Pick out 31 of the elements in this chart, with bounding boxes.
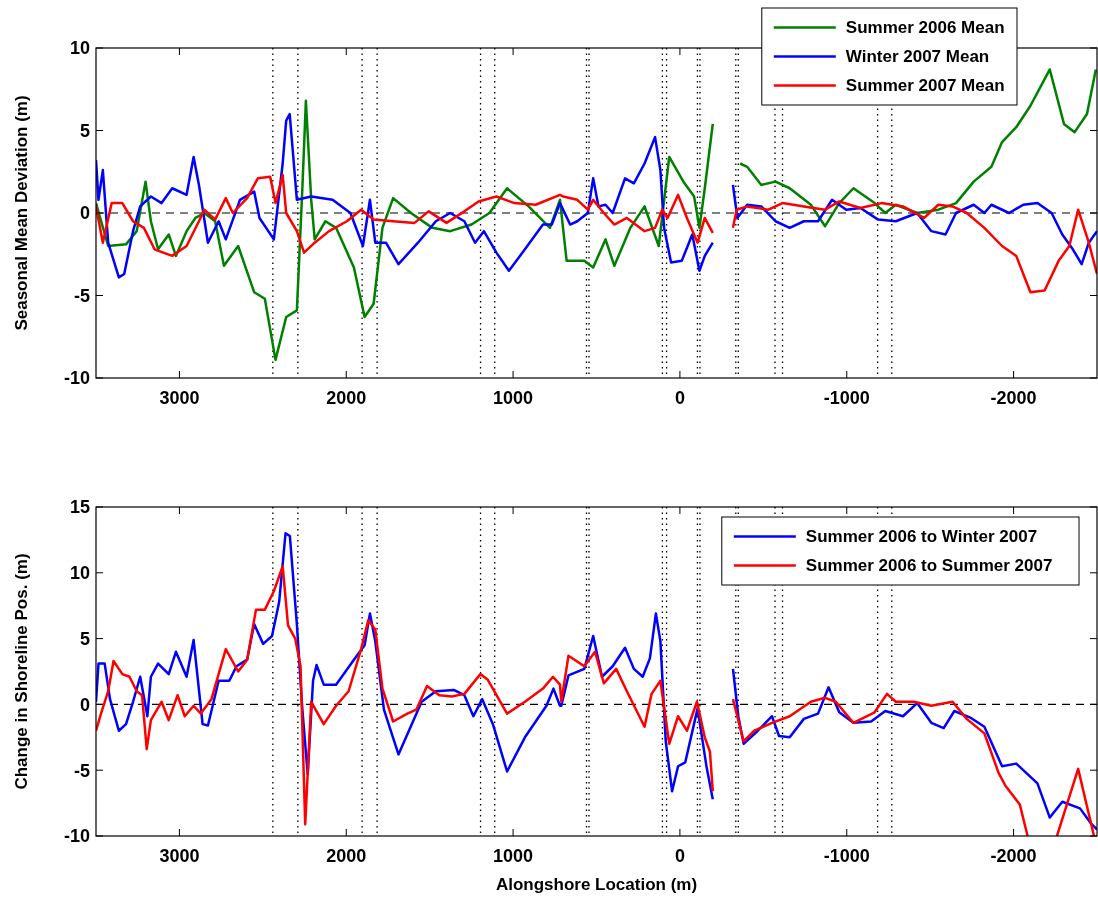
legend-label: Summer 2006 to Summer 2007 [805,556,1053,576]
y-tick-label: -5 [73,760,90,781]
y-tick-label: 10 [69,38,90,59]
x-tick-label: 2000 [326,388,367,408]
y-tick-label: 5 [79,628,90,649]
legend-label: Summer 2006 Mean [845,18,1005,38]
y-axis-title: Change in Shoreline Pos. (m) [12,553,31,790]
x-tick-label: 2000 [326,846,367,866]
x-tick-label: 1000 [493,388,534,408]
y-tick-label: 0 [79,203,90,224]
x-tick-label: -1000 [823,846,870,866]
y-tick-label: -5 [73,285,90,306]
y-axis-title: Seasonal Mean Deviation (m) [12,95,31,331]
x-tick-label: -1000 [823,388,870,408]
y-tick-label: -10 [63,368,90,389]
y-tick-label: 10 [69,563,90,584]
x-tick-label: 3000 [159,388,200,408]
legend-label: Winter 2007 Mean [845,47,990,67]
x-tick-label: 3000 [159,846,200,866]
legend-label: Summer 2007 Mean [845,76,1005,96]
legend-label: Summer 2006 to Winter 2007 [805,527,1038,547]
x-axis-title: Alongshore Location (m) [495,875,698,894]
x-tick-label: 0 [674,388,685,408]
y-tick-label: 5 [79,120,90,141]
y-tick-label: -10 [63,826,90,847]
y-tick-label: 15 [69,497,90,518]
x-tick-label: 0 [674,846,685,866]
x-tick-label: -2000 [990,388,1037,408]
y-tick-label: 0 [79,694,90,715]
x-tick-label: 1000 [493,846,534,866]
x-tick-label: -2000 [990,846,1037,866]
